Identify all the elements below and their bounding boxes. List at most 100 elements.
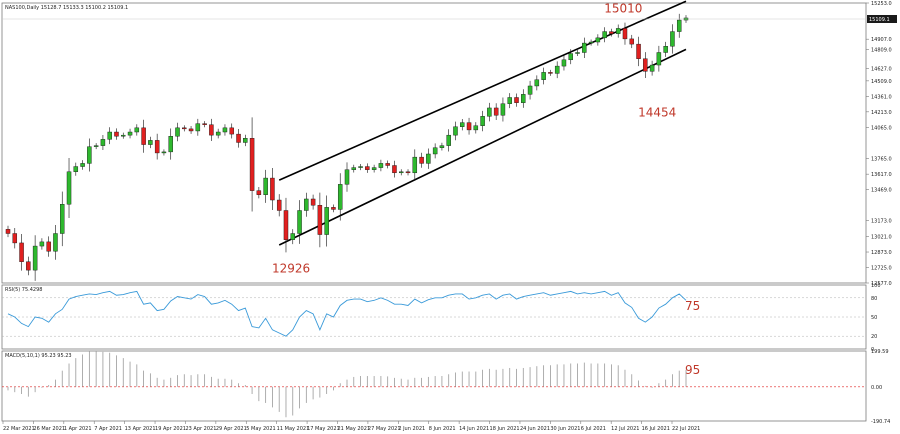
bull-candle	[487, 107, 492, 117]
bull-candle	[121, 134, 126, 137]
rsi-y-tick-label: 50	[871, 315, 877, 321]
bull-candle	[107, 131, 112, 140]
bear-candle	[283, 210, 289, 240]
bull-candle	[473, 125, 479, 131]
bull-candle	[66, 171, 72, 205]
bull-candle	[100, 139, 106, 146]
bear-candle	[493, 107, 499, 116]
bull-candle	[39, 241, 45, 247]
bear-candle	[622, 28, 628, 40]
price-y-tick-label: 14213.0	[871, 110, 892, 116]
bull-candle	[371, 167, 377, 170]
bear-candle	[154, 140, 160, 154]
x-tick-label: 11 May 2021	[277, 426, 310, 432]
macd-y-tick-label: 199.59	[871, 349, 889, 355]
bull-candle	[507, 97, 512, 104]
bear-candle	[609, 31, 614, 34]
bear-candle	[141, 127, 146, 145]
bull-candle	[127, 131, 133, 136]
bear-candle	[405, 171, 411, 174]
bull-candle	[263, 177, 268, 195]
bull-candle	[426, 153, 431, 164]
price-y-tick-label: 13173.0	[871, 219, 892, 225]
bull-candle	[378, 163, 384, 168]
bull-candle	[480, 116, 485, 126]
x-tick-label: 13 Apr 2021	[125, 426, 156, 432]
bear-candle	[643, 58, 648, 72]
price-y-tick-label: 14509.0	[871, 79, 892, 85]
bear-candle	[46, 241, 51, 252]
bear-candle	[182, 127, 187, 130]
bear-candle	[270, 177, 275, 201]
bull-candle	[358, 166, 363, 168]
x-tick-label: 14 Jun 2021	[459, 426, 489, 432]
bull-candle	[243, 138, 248, 143]
x-tick-label: 12 Jul 2021	[611, 426, 639, 432]
bull-candle	[222, 127, 228, 133]
bull-candle	[527, 85, 533, 95]
bull-candle	[541, 72, 546, 80]
bull-candle	[453, 126, 458, 136]
bear-candle	[365, 166, 370, 170]
price-y-axis: 15253.0 14907.0 14809.0 14627.0 14509.0 14361…	[866, 1, 892, 287]
price-annotations: 15010 14454 12926	[272, 1, 676, 275]
macd-histogram	[7, 350, 687, 418]
bull-candle	[344, 169, 350, 185]
x-tick-label: 21 May 2021	[338, 426, 371, 432]
bear-candle	[331, 207, 336, 210]
price-y-tick-label: 14627.0	[871, 67, 892, 73]
price-header: NAS100,Daily 15128.7 15133.3 15100.2 151…	[5, 5, 128, 11]
price-y-tick-label: 13469.0	[871, 188, 892, 194]
bull-candle	[521, 94, 526, 103]
price-y-tick-label: 14907.0	[871, 37, 892, 43]
x-tick-label: 19 Apr 2021	[155, 426, 186, 432]
price-tag-label: 15109.1	[869, 17, 890, 23]
x-tick-label: 16 Jul 2021	[642, 426, 670, 432]
bull-candle	[439, 145, 445, 148]
price-pane-frame	[1, 2, 867, 284]
x-tick-label: 24 Jun 2021	[520, 426, 550, 432]
rsi-y-tick-label: 20	[871, 334, 877, 340]
bear-candle	[392, 165, 397, 174]
bull-candle	[161, 151, 167, 154]
x-tick-label: 6 Jul 2021	[581, 426, 606, 432]
bull-candle	[324, 207, 329, 235]
x-tick-label: 18 Jun 2021	[490, 426, 520, 432]
annotation-label: 14454	[638, 106, 676, 120]
x-tick-label: 1 Apr 2021	[64, 426, 92, 432]
price-y-tick-label: 13021.0	[871, 235, 892, 241]
x-tick-label: 27 May 2021	[368, 426, 401, 432]
macd-y-axis: 199.59 0.00 -190.74	[2, 349, 890, 425]
bull-candle	[53, 233, 58, 252]
price-tag: 15109.1	[2, 15, 897, 23]
macd-last-label: 95	[685, 363, 700, 377]
bear-candle	[629, 38, 634, 45]
bull-candle	[432, 147, 438, 155]
x-tick-label: 29 Apr 2021	[216, 426, 247, 432]
macd-y-tick-label: 0.00	[871, 385, 882, 391]
rsi-y-tick-label: 0	[871, 347, 874, 353]
bear-candle	[236, 133, 241, 143]
bear-candle	[514, 97, 519, 103]
bull-candle	[351, 167, 357, 170]
bear-candle	[209, 124, 214, 136]
x-tick-label: 7 Apr 2021	[94, 426, 122, 432]
bear-candle	[256, 190, 262, 195]
x-tick-label: 30 Jun 2021	[550, 426, 580, 432]
price-y-tick-label: 12577.0	[871, 281, 892, 287]
bear-candle	[317, 205, 323, 235]
price-y-tick-label: 15253.0	[871, 1, 892, 7]
bull-candle	[670, 31, 675, 47]
bear-candle	[548, 72, 553, 74]
annotation-label: 15010	[604, 1, 642, 15]
rsi-line	[7, 290, 687, 337]
channel-lower-line	[278, 48, 687, 246]
bull-candle	[568, 53, 573, 61]
macd-pane-frame	[1, 350, 867, 422]
bull-candle	[195, 123, 201, 132]
bull-candle	[412, 156, 418, 174]
bull-candle	[337, 184, 343, 210]
